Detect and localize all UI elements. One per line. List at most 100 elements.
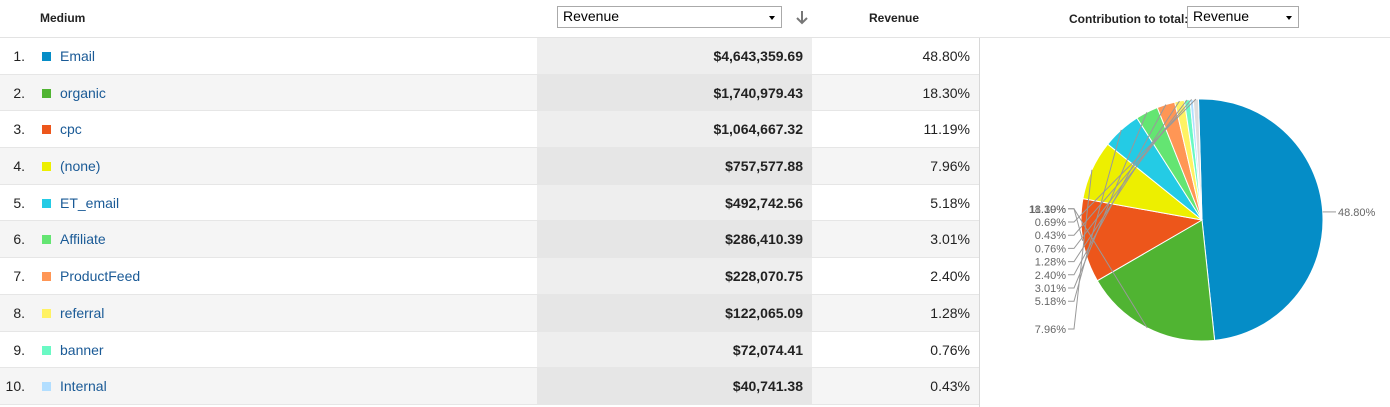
value-cell-bg	[537, 111, 812, 148]
contribution-label: Contribution to total:	[1069, 12, 1189, 26]
revenue-percent: 11.19%	[923, 121, 970, 138]
table-row: 3. cpc $1,064,667.32 11.19%	[0, 111, 979, 149]
revenue-percent: 2.40%	[930, 268, 970, 285]
pie-slice[interactable]	[1080, 198, 1204, 282]
revenue-value: $72,074.41	[732, 341, 803, 358]
value-cell-bg	[537, 148, 812, 184]
pie-slice-label: 11.19%	[1030, 204, 1067, 216]
medium-link[interactable]: Internal	[60, 378, 107, 395]
value-cell-bg	[537, 74, 812, 111]
metric-select-value: Revenue	[563, 8, 620, 24]
medium-link[interactable]: Affiliate	[60, 231, 106, 248]
color-swatch-icon	[42, 88, 51, 98]
metric-select[interactable]: Revenue	[557, 6, 782, 28]
value-cell-bg	[537, 38, 812, 74]
table-header: Medium Revenue Revenue Contribution to t…	[0, 0, 1390, 38]
revenue-value: $122,065.09	[725, 304, 803, 321]
row-index: 2.	[13, 84, 25, 101]
pie-slice-label: 1.28%	[1035, 257, 1066, 269]
pie-label-connector	[1068, 208, 1084, 242]
revenue-value: $40,741.38	[732, 378, 803, 395]
medium-link[interactable]: (none)	[60, 158, 101, 175]
revenue-percent: 48.80%	[922, 48, 970, 64]
pie-label-connector	[1068, 104, 1167, 276]
pie-label-connector	[1068, 112, 1148, 289]
revenue-percent: 18.30%	[922, 84, 970, 101]
revenue-value: $4,643,359.69	[713, 48, 803, 64]
revenue-percent: 7.96%	[930, 158, 970, 175]
table-row: 1. Email $4,643,359.69 48.80%	[0, 38, 979, 75]
medium-column-header[interactable]: Medium	[40, 11, 86, 25]
medium-link[interactable]: ProductFeed	[60, 268, 141, 285]
table-row: 8. referral $122,065.09 1.28%	[0, 294, 979, 332]
row-index: 7.	[13, 268, 25, 285]
row-index: 4.	[13, 158, 25, 175]
revenue-value: $228,070.75	[725, 268, 803, 285]
column-divider	[979, 38, 980, 407]
revenue-value: $757,577.88	[725, 158, 803, 175]
sort-descending-icon[interactable]	[795, 9, 809, 27]
pie-label-connector	[1068, 169, 1093, 330]
chevron-down-icon	[769, 16, 775, 20]
value-cell-bg	[537, 221, 812, 258]
pie-slice[interactable]	[1096, 219, 1216, 342]
pie-slice-label: 18.30%	[1029, 204, 1067, 216]
data-table-body: 1. Email $4,643,359.69 48.80% 2. organic $1,74…	[0, 38, 979, 405]
pie-slice-label: 5.18%	[1035, 296, 1066, 308]
color-swatch-icon	[42, 272, 51, 282]
row-index: 1.	[13, 48, 25, 64]
color-swatch-icon	[42, 308, 51, 318]
pie-slice-label: 3.01%	[1035, 283, 1066, 295]
color-swatch-icon	[42, 198, 51, 208]
pie-slice-label: 0.43%	[1035, 230, 1066, 242]
revenue-value: $492,742.56	[725, 194, 803, 211]
revenue-percent: 1.28%	[930, 304, 970, 321]
row-index: 3.	[13, 121, 25, 138]
table-row: 6. Affiliate $286,410.39 3.01%	[0, 221, 979, 259]
color-swatch-icon	[42, 125, 51, 135]
row-index: 6.	[13, 231, 25, 248]
color-swatch-icon	[42, 345, 51, 355]
revenue-value: $286,410.39	[725, 231, 803, 248]
pie-slice-label: 48.80%	[1338, 207, 1376, 219]
pie-label-connector	[1068, 99, 1188, 249]
value-cell-bg	[537, 258, 812, 294]
pie-slice-label: 2.40%	[1035, 270, 1066, 282]
revenue-percent: 0.43%	[930, 378, 970, 395]
table-row: 9. banner $72,074.41 0.76%	[0, 331, 979, 369]
table-row: 4. (none) $757,577.88 7.96%	[0, 148, 979, 185]
revenue-value: $1,064,667.32	[713, 121, 803, 138]
value-cell-bg	[537, 184, 812, 221]
pie-label-connector	[1068, 99, 1192, 236]
pie-slice-label: 7.96%	[1035, 324, 1066, 336]
pie-slice-label: 0.76%	[1035, 243, 1066, 255]
color-swatch-icon	[42, 162, 51, 172]
table-row: 5. ET_email $492,742.56 5.18%	[0, 184, 979, 222]
contribution-select[interactable]: Revenue	[1187, 6, 1299, 28]
table-row: 7. ProductFeed $228,070.75 2.40%	[0, 258, 979, 295]
medium-link[interactable]: banner	[60, 341, 104, 358]
chevron-down-icon	[1286, 16, 1292, 20]
contribution-pie-chart: 48.80% 18.30%11.19% 7.96% 5.18%3.01%2.40%1.…	[1029, 98, 1376, 342]
revenue-percent: 3.01%	[930, 231, 970, 248]
pie-label-connector	[1068, 129, 1122, 302]
revenue-column-header[interactable]: Revenue	[869, 11, 920, 25]
row-index: 9.	[13, 341, 25, 358]
medium-link[interactable]: ET_email	[60, 194, 120, 211]
table-row: 2. organic $1,740,979.43 18.30%	[0, 74, 979, 112]
value-cell-bg	[537, 368, 812, 404]
revenue-value: $1,740,979.43	[713, 84, 803, 101]
revenue-percent: 0.76%	[930, 341, 970, 358]
color-swatch-icon	[42, 52, 51, 61]
row-index: 10.	[5, 378, 25, 395]
medium-link[interactable]: Email	[60, 48, 96, 64]
medium-link[interactable]: cpc	[60, 121, 82, 138]
pie-slice[interactable]	[1197, 98, 1324, 341]
medium-link[interactable]: organic	[60, 84, 106, 101]
color-swatch-icon	[42, 382, 51, 392]
contribution-select-value: Revenue	[1193, 8, 1250, 24]
medium-link[interactable]: referral	[60, 304, 105, 321]
color-swatch-icon	[42, 235, 51, 245]
pie-slice-label: 0.69%	[1035, 217, 1066, 229]
table-row: 10. Internal $40,741.38 0.43%	[0, 368, 979, 405]
